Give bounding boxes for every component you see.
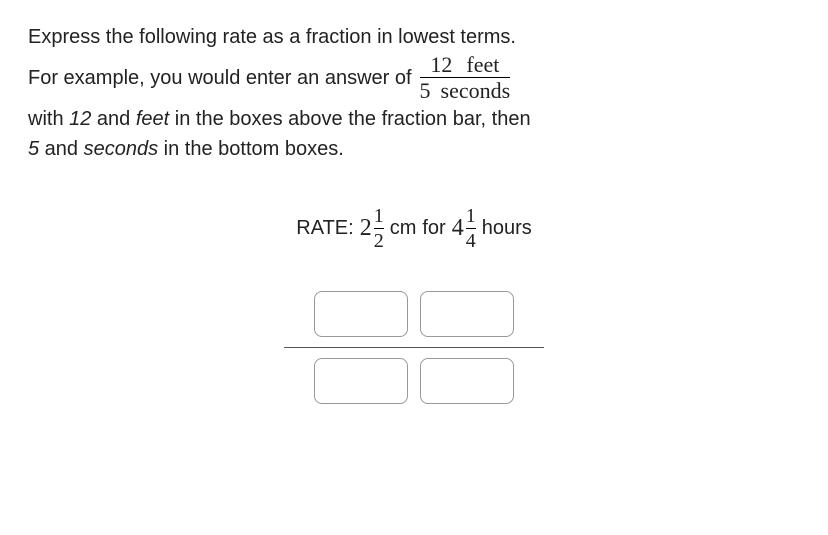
example-den-value: 5 [420,78,431,103]
answer-num-unit-input[interactable] [420,291,514,337]
rate-second-bar [466,228,476,229]
rate-second-fraction: 1 4 [466,206,476,251]
rate-row: RATE: 2 1 2 cm for 4 1 4 hours [28,206,800,251]
rate-first-mixed: 2 1 2 [360,206,384,251]
instruction-line4: 5 and seconds in the bottom boxes. [28,134,800,164]
text-with: with [28,108,69,130]
text-rest3: in the boxes above the fraction bar, the… [169,108,530,130]
text-and1: and [91,108,135,130]
instruction-line2: For example, you would enter an answer o… [28,52,800,104]
example-num-value: 12 [430,52,452,77]
text-and2: and [39,138,83,160]
rate-first-num: 1 [374,206,384,226]
rate-first-den: 2 [374,231,384,251]
example-fraction-numerator: 12 feet [430,52,499,77]
text-seconds: seconds [84,138,159,160]
rate-first-unit: cm [390,213,417,243]
rate-first-fraction: 1 2 [374,206,384,251]
example-den-unit: seconds [441,78,511,103]
example-fraction-denominator: 5 seconds [420,78,511,103]
answer-numerator-row [314,291,514,337]
rate-second-mixed: 4 1 4 [452,206,476,251]
text-rest4: in the bottom boxes. [158,138,344,160]
rate-label: RATE: [296,213,353,243]
rate-first-whole: 2 [360,210,372,246]
instruction-line1: Express the following rate as a fraction… [28,22,800,52]
rate-second-unit: hours [482,213,532,243]
answer-fraction-bar [284,347,544,348]
instruction-line2-prefix: For example, you would enter an answer o… [28,63,412,93]
text-12: 12 [69,108,91,130]
answer-den-value-input[interactable] [314,358,408,404]
answer-denominator-row [314,358,514,404]
answer-area [28,291,800,404]
text-feet: feet [136,108,169,130]
answer-num-value-input[interactable] [314,291,408,337]
rate-second-num: 1 [466,206,476,226]
answer-den-unit-input[interactable] [420,358,514,404]
instruction-line3: with 12 and feet in the boxes above the … [28,104,800,134]
example-num-unit: feet [466,52,499,77]
text-5: 5 [28,138,39,160]
example-fraction: 12 feet 5 seconds [420,52,511,104]
rate-second-whole: 4 [452,210,464,246]
rate-connector: for [422,213,445,243]
rate-second-den: 4 [466,231,476,251]
answer-fraction [284,291,544,404]
instruction-block: Express the following rate as a fraction… [28,22,800,164]
rate-first-bar [374,228,384,229]
